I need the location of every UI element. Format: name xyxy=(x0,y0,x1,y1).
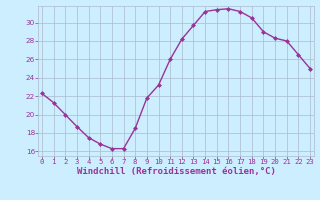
X-axis label: Windchill (Refroidissement éolien,°C): Windchill (Refroidissement éolien,°C) xyxy=(76,167,276,176)
